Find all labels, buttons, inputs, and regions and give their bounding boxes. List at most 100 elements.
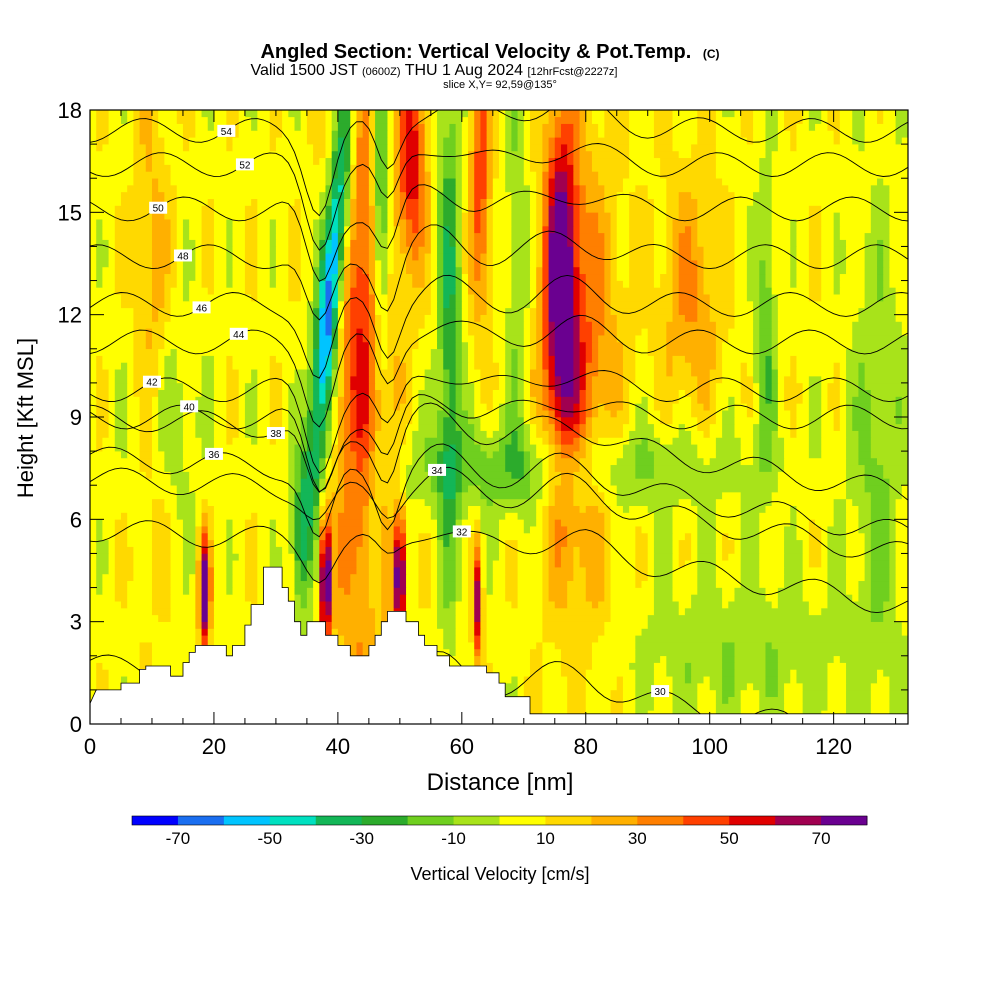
field-cell [344, 198, 351, 206]
field-cell [90, 409, 97, 418]
field-cell [759, 293, 773, 302]
field-cell [746, 287, 760, 295]
field-cell [269, 437, 277, 445]
field-cell [486, 450, 494, 459]
field-cell [437, 505, 444, 513]
field-cell [635, 464, 655, 472]
field-cell [821, 266, 835, 275]
field-cell [449, 382, 457, 391]
field-cell [672, 525, 698, 534]
field-cell [102, 573, 116, 582]
field-cell [443, 539, 450, 547]
field-cell [852, 321, 903, 329]
field-cell [740, 437, 754, 445]
field-cell [889, 525, 897, 534]
field-cell [468, 266, 475, 275]
field-cell [381, 314, 388, 322]
field-cell [827, 389, 841, 397]
field-cell [771, 191, 872, 199]
field-cell [746, 239, 773, 247]
field-cell [182, 539, 196, 547]
field-cell [604, 512, 611, 520]
field-cell [591, 600, 599, 609]
field-cell [331, 430, 339, 438]
field-cell [858, 362, 866, 370]
field-cell [554, 164, 574, 172]
field-cell [703, 287, 735, 295]
field-cell [213, 437, 227, 445]
field-cell [715, 546, 723, 554]
field-cell [542, 457, 549, 466]
field-cell [759, 416, 779, 425]
field-cell [151, 539, 171, 547]
field-cell [133, 559, 153, 568]
field-cell [443, 437, 463, 445]
field-cell [740, 525, 760, 534]
field-cell [393, 553, 401, 561]
field-cell [585, 437, 599, 445]
field-cell [331, 328, 339, 336]
field-cell [201, 362, 215, 370]
field-cell [864, 300, 896, 309]
field-cell [492, 280, 512, 288]
field-cell [406, 362, 413, 370]
field-cell [895, 300, 908, 309]
field-cell [846, 512, 859, 520]
field-cell [709, 293, 735, 302]
field-cell [846, 382, 859, 391]
field-cell [127, 437, 140, 445]
field-cell [313, 259, 320, 268]
field-cell [802, 573, 828, 582]
field-cell [257, 382, 271, 391]
field-cell [102, 580, 116, 588]
field-cell [734, 246, 748, 254]
field-cell [846, 464, 866, 472]
field-cell [418, 225, 426, 234]
field-cell [344, 184, 351, 193]
field-cell [257, 198, 295, 206]
field-cell [697, 287, 704, 295]
field-cell [257, 519, 271, 527]
field-cell [151, 396, 159, 404]
field-cell [573, 484, 599, 493]
field-cell [337, 273, 345, 281]
field-cell [368, 157, 376, 165]
field-cell [560, 662, 593, 670]
field-cell [554, 443, 562, 452]
field-cell [759, 403, 779, 411]
field-cell [151, 607, 171, 616]
field-cell [821, 532, 828, 541]
field-cell [437, 130, 450, 138]
field-cell [344, 143, 351, 152]
field-cell [430, 573, 438, 582]
field-cell [610, 218, 618, 227]
field-cell [542, 641, 556, 650]
field-cell [734, 587, 766, 595]
field-cell [176, 266, 184, 275]
field-cell [244, 212, 258, 220]
field-cell [176, 191, 320, 199]
field-cell [437, 177, 444, 186]
field-cell [443, 573, 457, 582]
field-cell [678, 259, 698, 268]
field-cell [375, 348, 382, 356]
field-cell [529, 403, 537, 411]
field-cell [356, 225, 370, 234]
field-cell [406, 546, 419, 554]
field-cell [443, 382, 450, 391]
field-cell [151, 239, 171, 247]
field-cell [195, 607, 202, 616]
field-cell [610, 478, 779, 486]
field-cell [331, 382, 339, 391]
field-cell [622, 184, 636, 193]
field-cell [715, 136, 748, 145]
field-cell [529, 252, 537, 261]
field-cell [461, 164, 469, 172]
field-cell [170, 314, 308, 322]
field-cell [604, 205, 618, 213]
field-cell [350, 150, 357, 159]
field-cell [579, 205, 587, 213]
field-cell [802, 389, 810, 397]
field-cell [635, 573, 649, 582]
field-cell [573, 273, 580, 281]
